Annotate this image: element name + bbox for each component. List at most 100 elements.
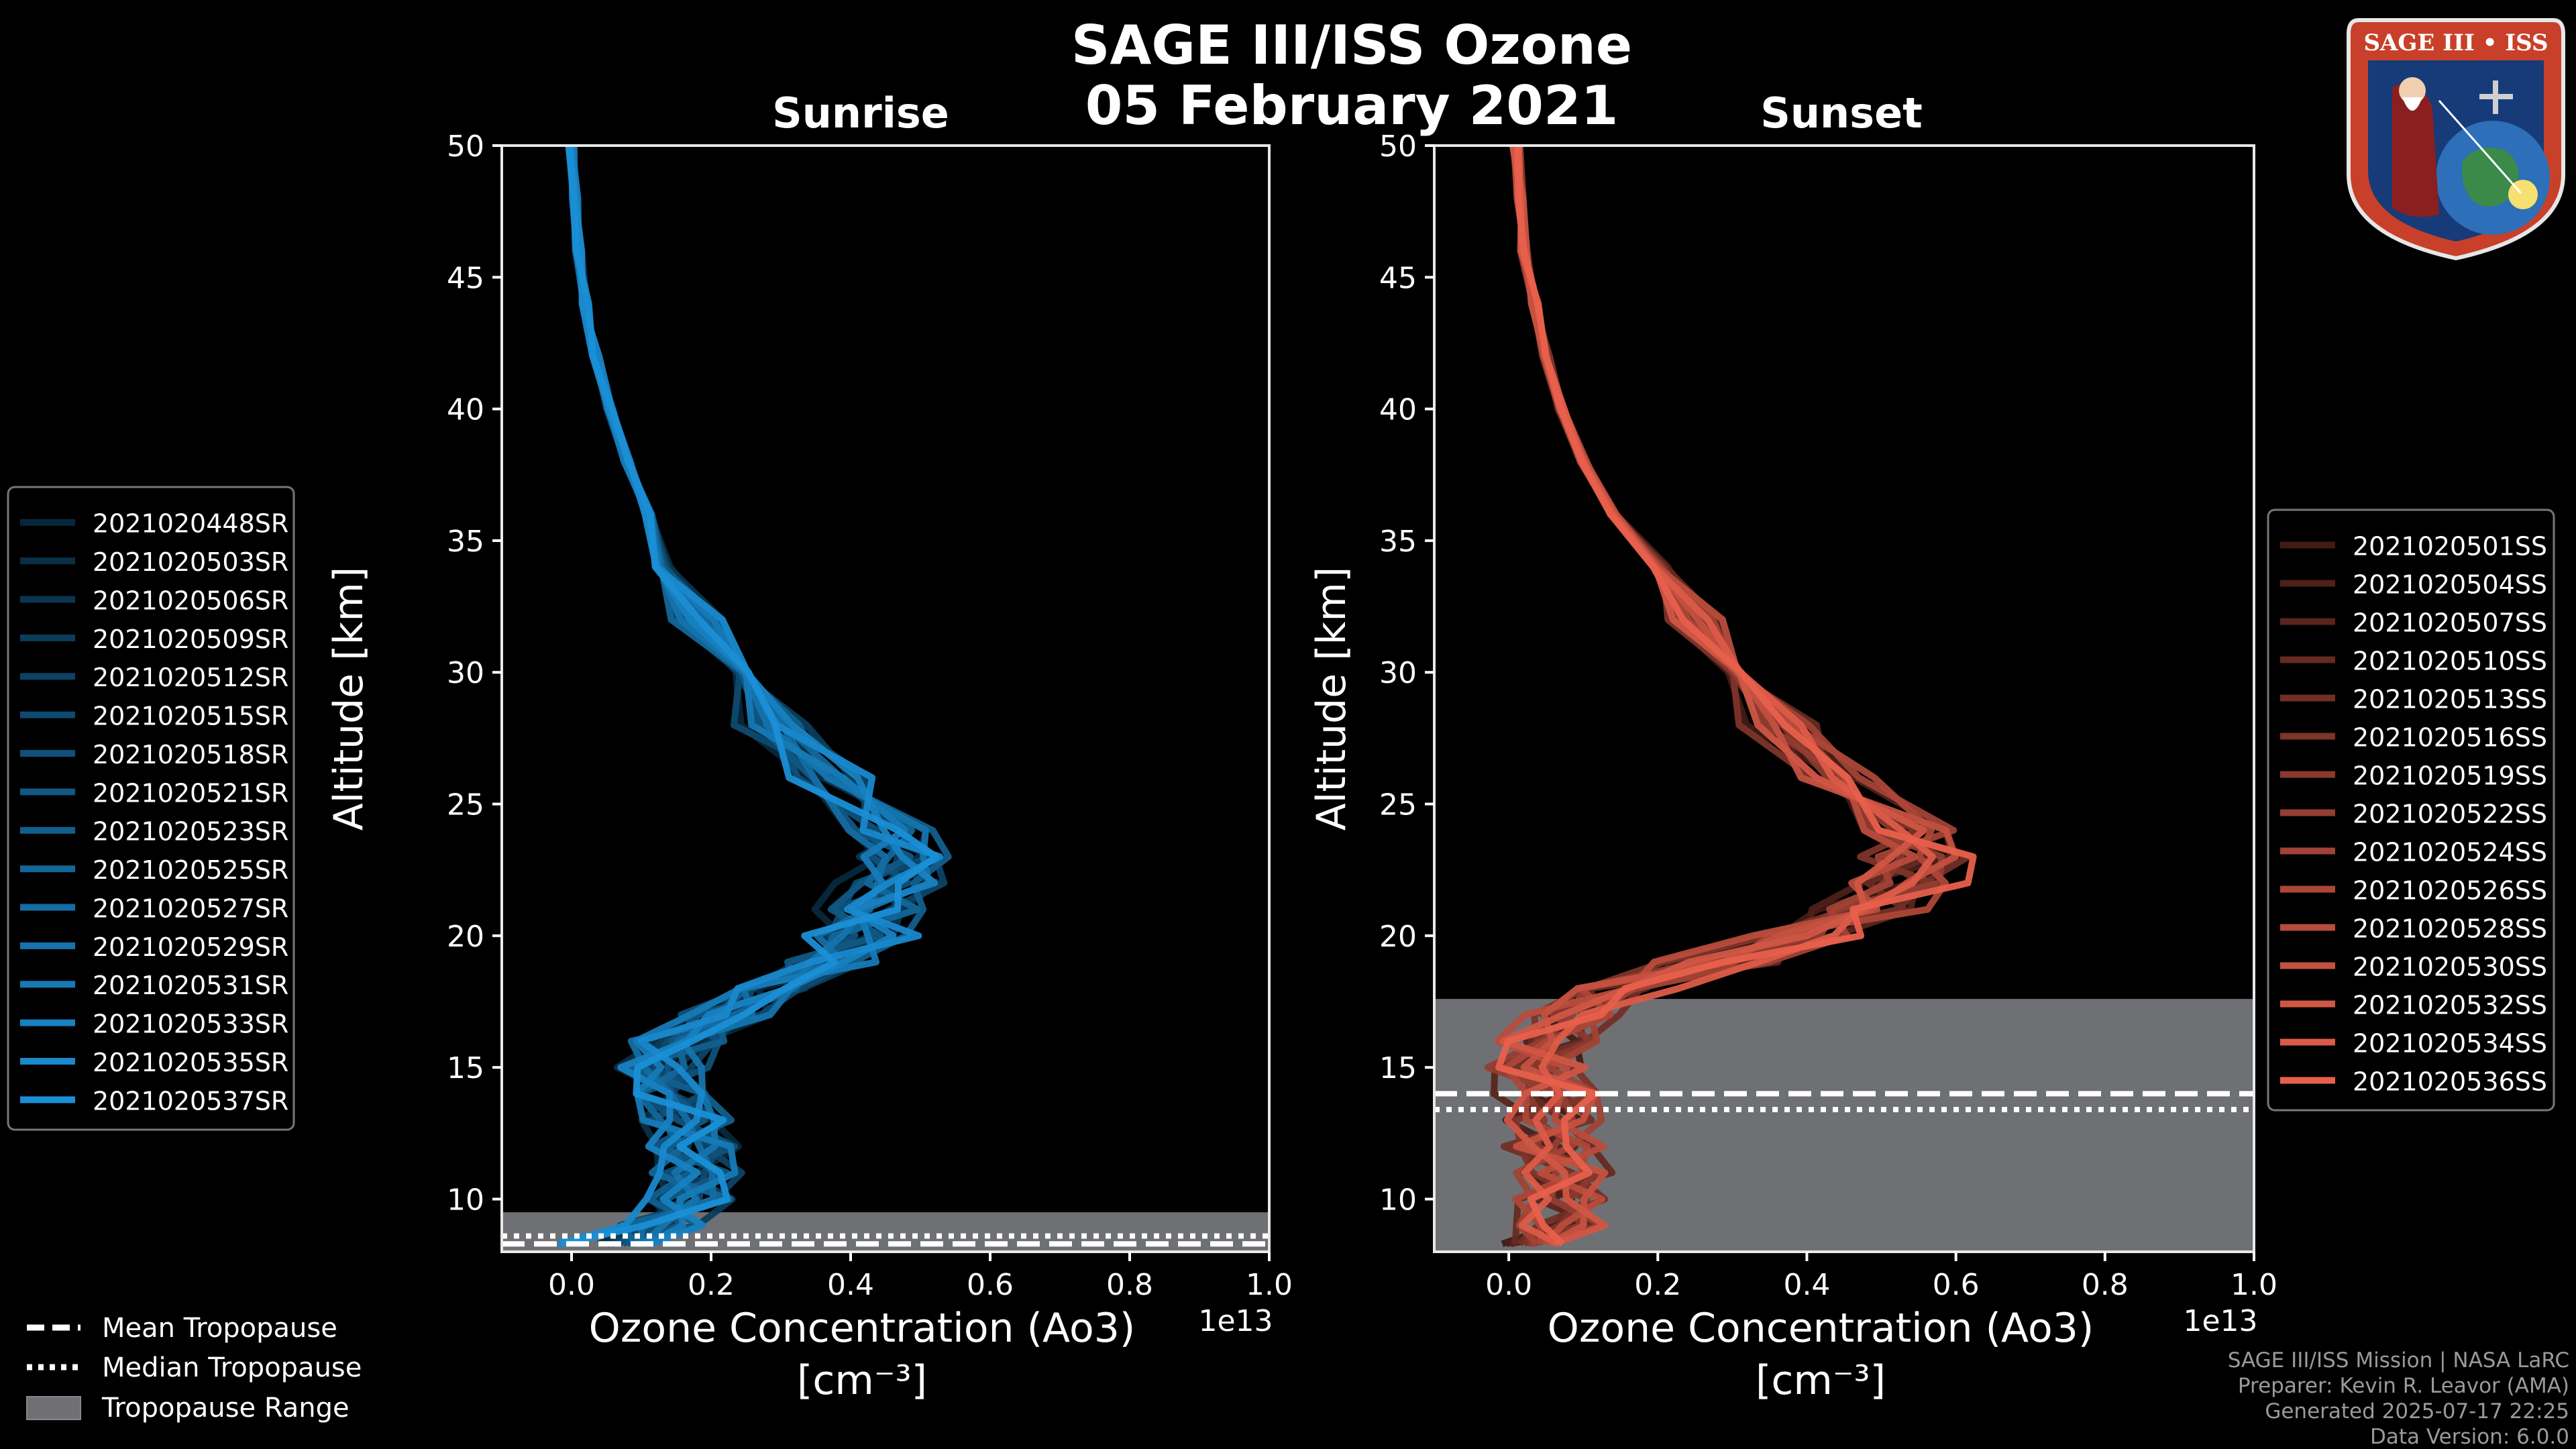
footer-line2: Preparer: Kevin R. Leavor (AMA) xyxy=(2238,1374,2569,1398)
y-axis-label: Altitude [km] xyxy=(325,567,372,831)
legend-entry: 2021020516SS xyxy=(2353,723,2547,753)
tropopause-legend: Mean Tropopause Median Tropopause Tropop… xyxy=(26,1313,362,1424)
y-tick-label: 30 xyxy=(447,656,484,690)
mean-tropopause-label: Mean Tropopause xyxy=(102,1313,337,1344)
legend-entry: 2021020529SR xyxy=(93,932,288,962)
legend-entry: 2021020504SS xyxy=(2353,570,2547,600)
legend-entry: 2021020530SS xyxy=(2353,953,2547,982)
x-tick-label: 0.0 xyxy=(1485,1268,1532,1302)
legend-entry: 2021020506SR xyxy=(93,586,288,615)
legend-entry: 2021020526SS xyxy=(2353,876,2547,906)
y-tick-label: 50 xyxy=(447,129,484,164)
legend-entry: 2021020510SS xyxy=(2353,647,2547,676)
x-tick-label: 0.6 xyxy=(967,1268,1014,1302)
x-tick-label: 0.0 xyxy=(548,1268,595,1302)
profile-line xyxy=(565,146,921,1246)
profile-lines xyxy=(1484,146,1977,1248)
legend-entry: 2021020528SS xyxy=(2353,914,2547,944)
x-scale-note: 1e13 xyxy=(2183,1304,2257,1338)
x-tick-label: 0.4 xyxy=(827,1268,874,1302)
profile-line xyxy=(565,146,901,1248)
sunrise-panel: 10 15 20 25 30 35 40 45 50 0.0 0.2 0.4 0.6 0.8 1.01e13… xyxy=(325,89,1293,1404)
legend-entry: 2021020515SR xyxy=(93,702,288,731)
y-tick-label: 20 xyxy=(447,920,484,954)
legend-entry: 2021020512SR xyxy=(93,663,288,692)
profile-line xyxy=(561,146,940,1248)
y-tick-label: 25 xyxy=(1379,788,1417,822)
legend-entry: 2021020521SR xyxy=(93,778,288,808)
plot-frame xyxy=(1433,144,2255,1253)
footer-credits: SAGE III/ISS Mission | NASA LaRC Prepare… xyxy=(2228,1348,2569,1449)
y-tick-label: 20 xyxy=(1379,920,1417,954)
x-axis-label: Ozone Concentration (Ao3) xyxy=(589,1305,1136,1352)
footer-line1: SAGE III/ISS Mission | NASA LaRC xyxy=(2228,1348,2569,1373)
x-tick-label: 0.8 xyxy=(1106,1268,1153,1302)
x-tick-label: 0.4 xyxy=(1783,1268,1830,1302)
legend-entry: 2021020519SS xyxy=(2353,761,2547,791)
legend-entry: 2021020501SS xyxy=(2353,532,2547,561)
y-tick-label: 35 xyxy=(447,525,484,559)
figure-title-line1: SAGE III/ISS Ozone xyxy=(1071,14,1632,76)
panel-title: Sunrise xyxy=(772,89,949,138)
profile-lines xyxy=(557,146,952,1248)
tropopause-range-label: Tropopause Range xyxy=(101,1393,350,1424)
legend-frame xyxy=(7,486,295,1131)
legend-entry: 2021020527SR xyxy=(93,894,288,923)
legend-entry: 2021020507SS xyxy=(2353,608,2547,638)
y-tick-label: 10 xyxy=(1379,1183,1417,1217)
y-tick-label: 10 xyxy=(447,1183,484,1217)
x-tick-label: 0.6 xyxy=(1933,1268,1980,1302)
legend-entry: 2021020522SS xyxy=(2353,800,2547,829)
legend-entry: 2021020523SR xyxy=(93,817,288,847)
legend-entry: 2021020524SS xyxy=(2353,838,2547,867)
x-axis-units: [cm⁻³] xyxy=(1756,1357,1886,1404)
y-tick-label: 40 xyxy=(447,393,484,427)
legend-entry: 2021020531SR xyxy=(93,971,288,1000)
legend-entry: 2021020535SR xyxy=(93,1048,288,1077)
legend-entry: 2021020509SR xyxy=(93,625,288,654)
profile-line xyxy=(568,146,884,1247)
legend-entry: 2021020536SS xyxy=(2353,1067,2547,1097)
y-tick-label: 30 xyxy=(1379,656,1417,690)
profile-line xyxy=(1495,146,1977,1246)
sunset-panel: 10 15 20 25 30 35 40 45 50 0.0 0.2 0.4 0.6 0.8 1.01e13… xyxy=(1308,89,2277,1404)
legend-entry: 2021020525SR xyxy=(93,855,288,885)
sage-iii-iss-logo: SAGE III • ISS xyxy=(2347,18,2565,261)
y-tick-label: 35 xyxy=(1379,525,1417,559)
legend-entry: 2021020513SS xyxy=(2353,685,2547,714)
sunrise-legend: 2021020448SR 2021020503SR 2021020506SR 2021… xyxy=(7,486,295,1131)
x-axis-units: [cm⁻³] xyxy=(797,1357,927,1404)
x-tick-label: 0.2 xyxy=(688,1268,735,1302)
tropopause-range-swatch xyxy=(26,1396,81,1420)
y-tick-label: 25 xyxy=(447,788,484,822)
logo-text: SAGE III • ISS xyxy=(2363,30,2548,56)
y-axis-label: Altitude [km] xyxy=(1308,567,1355,831)
legend-frame xyxy=(2267,508,2555,1112)
legend-entry: 2021020537SR xyxy=(93,1086,288,1116)
legend-entry: 2021020503SR xyxy=(93,547,288,577)
profile-line xyxy=(570,146,889,1245)
y-tick-label: 45 xyxy=(1379,261,1417,295)
y-tick-label: 40 xyxy=(1379,393,1417,427)
x-scale-note: 1e13 xyxy=(1198,1304,1273,1338)
x-tick-label: 0.2 xyxy=(1634,1268,1681,1302)
x-tick-label: 0.8 xyxy=(2082,1268,2129,1302)
y-tick-label: 15 xyxy=(1379,1051,1417,1085)
legend-entry: 2021020532SS xyxy=(2353,991,2547,1020)
y-tick-label: 50 xyxy=(1379,129,1417,164)
legend-entry: 2021020533SR xyxy=(93,1010,288,1039)
figure-title-line2: 05 February 2021 xyxy=(1085,74,1619,137)
median-tropopause-label: Median Tropopause xyxy=(102,1352,362,1383)
legend-entry: 2021020534SS xyxy=(2353,1029,2547,1059)
legend-entry: 2021020518SR xyxy=(93,740,288,769)
x-tick-label: 1.0 xyxy=(2231,1268,2277,1302)
sunset-legend: 2021020501SS 2021020504SS 2021020507SS 2021… xyxy=(2267,508,2555,1112)
y-tick-label: 45 xyxy=(447,261,484,295)
panel-title: Sunset xyxy=(1760,89,1923,138)
y-tick-label: 15 xyxy=(447,1051,484,1085)
x-axis-label: Ozone Concentration (Ao3) xyxy=(1548,1305,2094,1352)
plot-frame xyxy=(500,144,1271,1253)
legend-entry: 2021020448SR xyxy=(93,509,288,539)
x-tick-label: 1.0 xyxy=(1246,1268,1293,1302)
